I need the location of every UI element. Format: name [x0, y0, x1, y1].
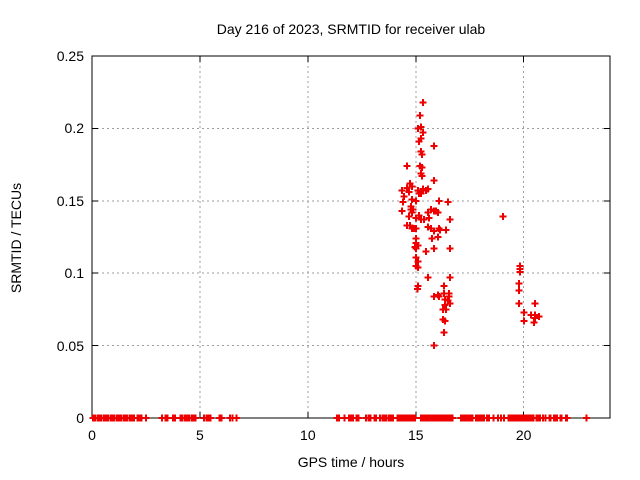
data-point-marker — [424, 208, 432, 216]
data-point-marker — [530, 318, 538, 326]
data-point-marker — [435, 292, 443, 300]
y-tick-label: 0 — [76, 410, 84, 426]
y-tick-label: 0.15 — [56, 192, 84, 209]
data-point-marker — [515, 287, 523, 295]
chart-title: Day 216 of 2023, SRMTID for receiver ula… — [216, 21, 486, 37]
data-point-marker — [419, 129, 427, 137]
data-point-marker — [398, 187, 406, 195]
data-point-marker — [413, 285, 421, 293]
data-point-marker — [446, 274, 454, 282]
data-point-marker — [444, 198, 452, 206]
data-point-marker — [582, 414, 590, 422]
x-tick-label: 5 — [196, 427, 204, 443]
data-point-marker — [531, 314, 539, 322]
data-point-marker — [430, 245, 438, 253]
data-point-marker — [516, 268, 524, 276]
data-point-marker — [446, 245, 454, 253]
data-point-marker — [440, 329, 448, 337]
y-tick-label: 0.2 — [64, 120, 84, 137]
data-point-marker — [415, 137, 423, 145]
data-point-marker — [434, 233, 442, 241]
data-point-marker — [446, 216, 454, 224]
data-point-marker — [414, 263, 422, 271]
data-point-marker — [418, 172, 426, 180]
data-point-marker — [422, 247, 430, 255]
data-point-marker — [440, 282, 448, 290]
data-point-marker — [417, 190, 425, 198]
data-point-marker — [418, 150, 426, 158]
data-point-marker — [412, 253, 420, 261]
data-point-marker — [403, 162, 411, 170]
data-point-marker — [412, 245, 420, 253]
data-point-marker — [515, 300, 523, 308]
data-point-marker — [448, 414, 456, 422]
data-point-marker — [430, 177, 438, 185]
data-point-marker — [233, 414, 241, 422]
data-point-marker — [442, 305, 450, 313]
plot-border — [91, 55, 611, 419]
data-point-marker — [432, 207, 440, 215]
x-tick-label: 10 — [300, 427, 316, 443]
data-point-marker — [434, 291, 442, 299]
data-point-marker — [408, 195, 416, 203]
data-point-marker — [420, 216, 428, 224]
x-axis-label: GPS time / hours — [297, 454, 405, 470]
data-point-marker — [412, 224, 420, 232]
data-point-marker — [531, 300, 539, 308]
data-point-marker — [430, 142, 438, 150]
x-tick-label: 20 — [515, 427, 532, 443]
data-point-marker — [424, 274, 432, 282]
x-tick-label: 15 — [407, 427, 424, 443]
data-point-marker — [405, 188, 413, 196]
data-point-marker — [520, 308, 528, 316]
data-point-marker — [441, 317, 449, 325]
data-point-marker — [535, 313, 543, 321]
y-axis-label: SRMTID / TECUs — [8, 182, 24, 294]
data-point-marker — [499, 213, 507, 221]
data-point-marker — [399, 198, 407, 206]
data-point-marker — [400, 192, 408, 200]
data-point-marker — [430, 227, 438, 235]
data-point-marker — [520, 317, 528, 325]
data-point-marker — [207, 414, 215, 422]
data-point-marker — [412, 197, 420, 205]
data-point-marker — [412, 214, 420, 222]
data-point-marker — [398, 207, 406, 215]
data-point-marker — [425, 214, 433, 222]
data-point-marker — [419, 98, 427, 106]
data-point-marker — [408, 182, 416, 190]
y-tick-label: 0.1 — [64, 265, 84, 282]
data-point-marker — [435, 197, 443, 205]
data-point-marker — [355, 414, 363, 422]
data-point-marker — [446, 300, 454, 308]
data-point-marker — [428, 234, 436, 242]
y-tick-label: 0.25 — [56, 48, 84, 64]
data-point-marker — [414, 124, 422, 132]
data-point-marker — [405, 213, 413, 221]
data-point-marker — [422, 187, 430, 195]
data-point-marker — [408, 208, 416, 216]
data-point-marker — [218, 414, 225, 422]
data-point-marker — [411, 414, 419, 422]
data-point-marker — [192, 414, 200, 422]
data-point-marker — [142, 414, 150, 422]
x-tick-label: 0 — [88, 427, 96, 443]
data-point-marker — [515, 279, 523, 287]
data-point-marker — [403, 184, 411, 192]
data-point-marker — [430, 342, 438, 350]
y-tick-label: 0.05 — [56, 337, 84, 354]
data-point-marker — [563, 414, 571, 422]
data-point-marker — [442, 226, 450, 234]
data-point-marker — [416, 111, 424, 119]
